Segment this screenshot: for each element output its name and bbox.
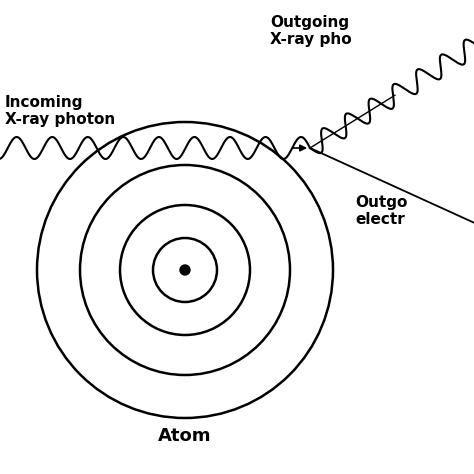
Circle shape [180, 265, 190, 275]
Text: Outgo
electr: Outgo electr [355, 195, 407, 228]
Text: Atom: Atom [158, 427, 212, 445]
Text: Incoming
X-ray photon: Incoming X-ray photon [5, 95, 115, 128]
Text: Outgoing
X-ray pho: Outgoing X-ray pho [270, 15, 352, 47]
